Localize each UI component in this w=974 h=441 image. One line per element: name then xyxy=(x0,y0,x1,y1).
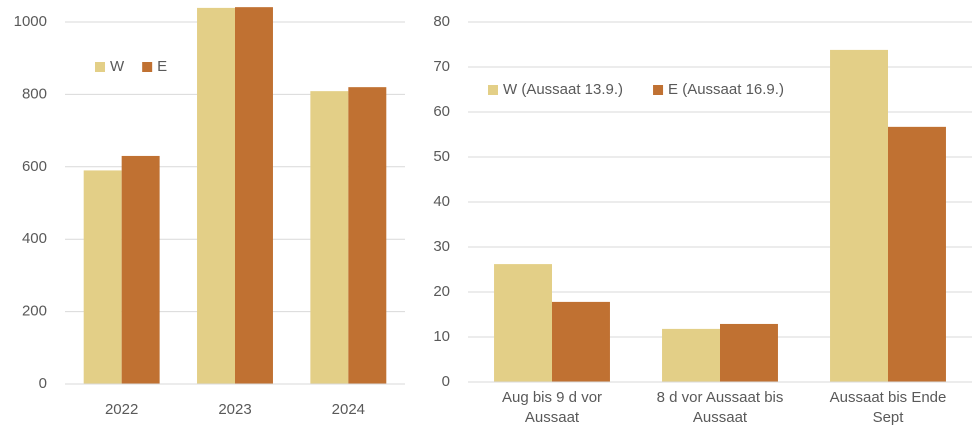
y-tick-label: 1000 xyxy=(14,13,47,30)
legend-label: E xyxy=(157,58,167,75)
x-tick-label: 2022 xyxy=(104,401,139,418)
legend-label: E (Aussaat 16.9.) xyxy=(668,81,784,98)
bar xyxy=(121,155,160,384)
y-tick-label: 40 xyxy=(433,193,450,210)
bar xyxy=(830,49,888,383)
y-tick-label: 30 xyxy=(433,238,450,255)
legend-label: W xyxy=(110,58,125,75)
y-tick-label: 20 xyxy=(433,283,450,300)
x-tick-label: 2023 xyxy=(218,401,252,418)
legend-label: W (Aussaat 13.9.) xyxy=(503,81,623,98)
y-tick-label: 10 xyxy=(433,328,450,345)
x-tick-label: Aussaat bis Ende Sept xyxy=(829,389,947,426)
bar xyxy=(348,87,387,384)
legend-swatch xyxy=(653,85,664,95)
bar xyxy=(720,323,778,382)
y-tick-label: 0 xyxy=(39,375,47,392)
y-tick-label: 60 xyxy=(433,103,450,120)
y-tick-label: 70 xyxy=(433,58,450,75)
bar xyxy=(662,328,720,382)
y-tick-label: 400 xyxy=(22,230,47,247)
x-tick-label: Aug bis 9 d vor Aussaat xyxy=(501,389,603,426)
y-tick-label: 0 xyxy=(442,373,450,390)
legend-swatch xyxy=(142,62,153,72)
y-tick-label: 200 xyxy=(22,303,47,320)
bar xyxy=(494,264,552,382)
bar xyxy=(310,91,349,384)
y-tick-label: 80 xyxy=(433,13,450,30)
bar xyxy=(197,7,235,385)
x-tick-label: 2024 xyxy=(331,401,366,418)
y-tick-label: 600 xyxy=(22,158,47,175)
y-tick-label: 800 xyxy=(22,85,47,102)
y-tick-label: 50 xyxy=(433,148,450,165)
legend-swatch xyxy=(95,62,105,72)
bar xyxy=(83,170,122,384)
legend-swatch xyxy=(488,85,498,95)
bar xyxy=(888,126,946,382)
bar xyxy=(235,7,273,385)
bar xyxy=(552,301,610,382)
x-tick-label: 8 d vor Aussaat bis Aussaat xyxy=(656,389,784,426)
